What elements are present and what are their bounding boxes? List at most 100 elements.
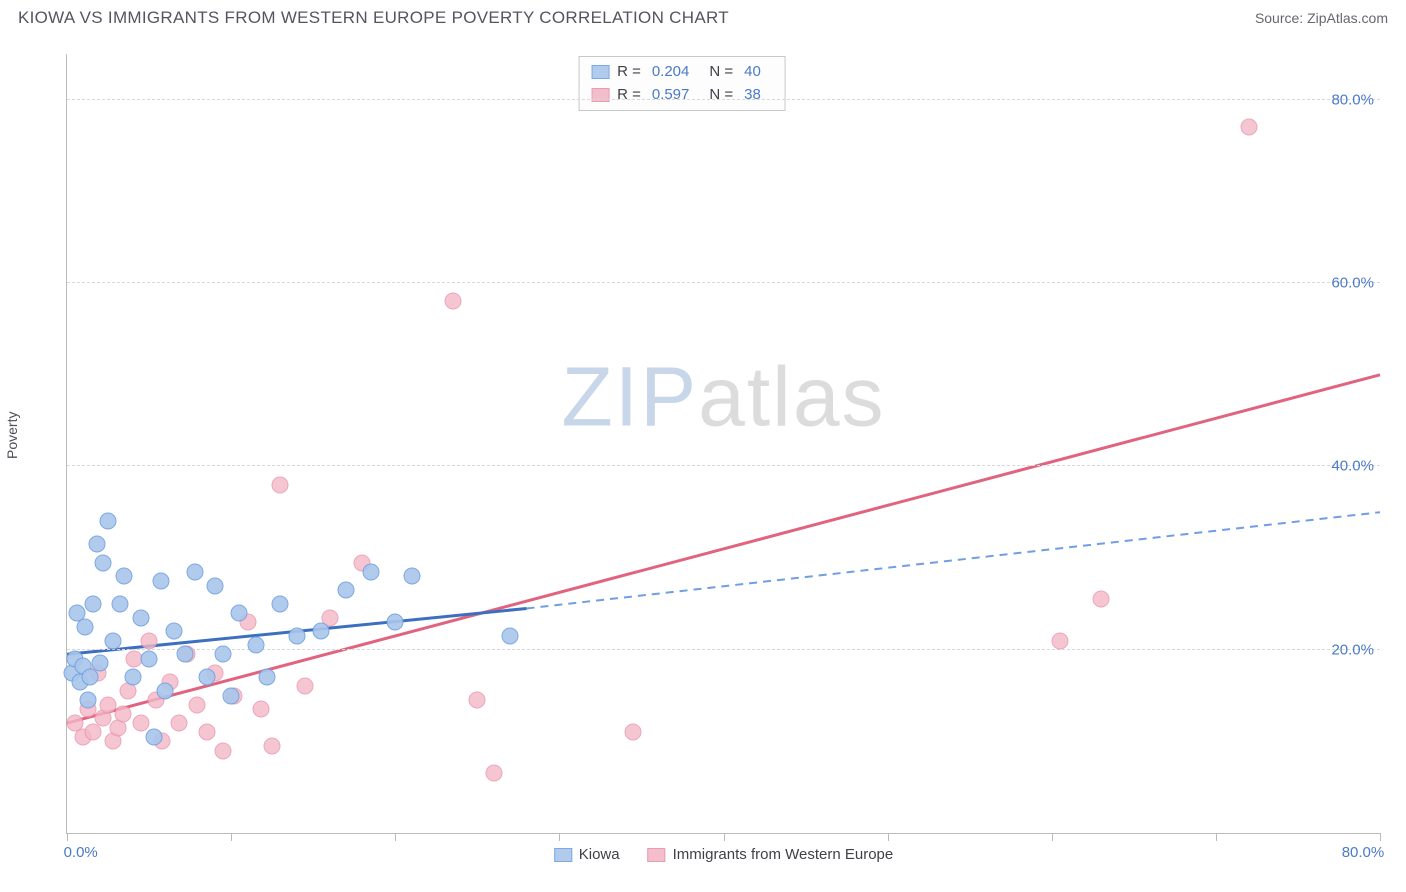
chart-title: KIOWA VS IMMIGRANTS FROM WESTERN EUROPE …	[18, 8, 729, 28]
y-tick-label: 80.0%	[1331, 91, 1374, 108]
gridline	[67, 649, 1380, 650]
r-label: R =	[617, 84, 641, 107]
data-point	[141, 650, 158, 667]
data-point	[85, 595, 102, 612]
data-point	[296, 678, 313, 695]
x-tick	[888, 833, 889, 841]
data-point	[111, 595, 128, 612]
data-point	[387, 614, 404, 631]
data-point	[170, 715, 187, 732]
data-point	[165, 623, 182, 640]
data-point	[485, 765, 502, 782]
gridline	[67, 282, 1380, 283]
n-label: N =	[709, 84, 733, 107]
data-point	[223, 687, 240, 704]
x-tick	[559, 833, 560, 841]
x-tick	[67, 833, 68, 841]
data-point	[469, 692, 486, 709]
y-axis-label: Poverty	[4, 412, 20, 459]
data-point	[362, 563, 379, 580]
data-point	[288, 627, 305, 644]
data-point	[114, 705, 131, 722]
r-label: R =	[617, 61, 641, 84]
watermark-atlas: atlas	[698, 349, 885, 443]
chart-container: Poverty ZIPatlas R = 0.204 N = 40 R = 0.…	[18, 40, 1388, 882]
stats-legend: R = 0.204 N = 40 R = 0.597 N = 38	[578, 56, 786, 111]
n-value-kiowa: 40	[744, 61, 761, 84]
series-legend: Kiowa Immigrants from Western Europe	[554, 846, 894, 863]
data-point	[259, 669, 276, 686]
y-tick-label: 20.0%	[1331, 641, 1374, 658]
data-point	[247, 637, 264, 654]
x-tick-label: 0.0%	[64, 844, 98, 861]
watermark: ZIPatlas	[561, 348, 885, 445]
data-point	[132, 715, 149, 732]
data-point	[198, 669, 215, 686]
data-point	[502, 627, 519, 644]
data-point	[206, 577, 223, 594]
n-value-immigrants: 38	[744, 84, 761, 107]
data-point	[145, 728, 162, 745]
data-point	[141, 632, 158, 649]
data-point	[95, 554, 112, 571]
r-value-kiowa: 0.204	[652, 61, 690, 84]
data-point	[157, 682, 174, 699]
data-point	[188, 696, 205, 713]
data-point	[444, 293, 461, 310]
data-point	[88, 536, 105, 553]
data-point	[1051, 632, 1068, 649]
watermark-zip: ZIP	[561, 349, 698, 443]
legend-label-immigrants: Immigrants from Western Europe	[673, 846, 894, 863]
data-point	[403, 568, 420, 585]
data-point	[124, 669, 141, 686]
swatch-immigrants-icon	[648, 848, 666, 862]
data-point	[272, 595, 289, 612]
plot-area: ZIPatlas R = 0.204 N = 40 R = 0.597 N = …	[66, 54, 1380, 834]
data-point	[77, 618, 94, 635]
data-point	[264, 737, 281, 754]
x-tick	[1052, 833, 1053, 841]
data-point	[1240, 119, 1257, 136]
data-point	[214, 646, 231, 663]
y-tick-label: 60.0%	[1331, 275, 1374, 292]
stats-row-immigrants: R = 0.597 N = 38	[591, 84, 773, 107]
data-point	[132, 609, 149, 626]
data-point	[91, 655, 108, 672]
data-point	[187, 563, 204, 580]
source-prefix: Source:	[1255, 10, 1307, 26]
source-credit: Source: ZipAtlas.com	[1255, 10, 1388, 26]
data-point	[177, 646, 194, 663]
data-point	[231, 605, 248, 622]
r-value-immigrants: 0.597	[652, 84, 690, 107]
y-tick-label: 40.0%	[1331, 458, 1374, 475]
data-point	[214, 742, 231, 759]
stats-row-kiowa: R = 0.204 N = 40	[591, 61, 773, 84]
data-point	[198, 724, 215, 741]
legend-item-kiowa: Kiowa	[554, 846, 620, 863]
data-point	[272, 476, 289, 493]
x-tick	[1216, 833, 1217, 841]
data-point	[100, 513, 117, 530]
x-tick	[395, 833, 396, 841]
data-point	[1092, 591, 1109, 608]
data-point	[625, 724, 642, 741]
legend-item-immigrants: Immigrants from Western Europe	[648, 846, 894, 863]
data-point	[80, 692, 97, 709]
x-tick	[1380, 833, 1381, 841]
x-tick	[231, 833, 232, 841]
x-tick	[724, 833, 725, 841]
swatch-kiowa	[591, 65, 609, 79]
n-label: N =	[709, 61, 733, 84]
data-point	[338, 582, 355, 599]
x-tick-label: 80.0%	[1342, 844, 1385, 861]
data-point	[313, 623, 330, 640]
gridline	[67, 465, 1380, 466]
swatch-kiowa-icon	[554, 848, 572, 862]
data-point	[152, 572, 169, 589]
gridline	[67, 99, 1380, 100]
data-point	[104, 632, 121, 649]
data-point	[252, 701, 269, 718]
data-point	[116, 568, 133, 585]
source-name: ZipAtlas.com	[1307, 10, 1388, 26]
legend-label-kiowa: Kiowa	[579, 846, 620, 863]
